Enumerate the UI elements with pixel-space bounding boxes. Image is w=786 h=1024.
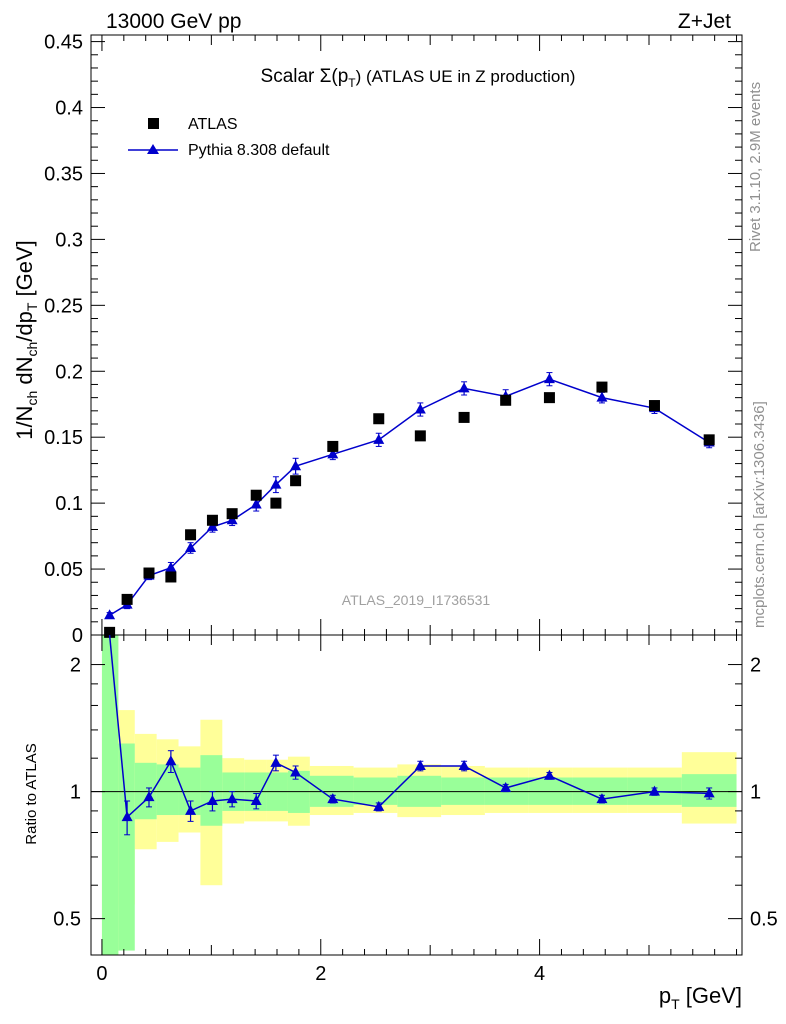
plot-title-rest: ) (ATLAS UE in Z production) [356,67,576,86]
pythia-line-main [109,378,710,616]
atlas-point [226,508,238,520]
y-tick-label-main: 0.4 [55,98,83,120]
y-tick-label-ratio-right: 0.5 [750,909,778,931]
y-tick-label-main: 0.1 [55,493,83,515]
legend-pythia-label: Pythia 8.308 default [188,142,330,159]
y-tick-label-ratio: 0.5 [53,909,81,931]
atlas-point [373,413,385,425]
atlas-series-main [104,381,715,638]
ratio-band-inner [101,635,737,955]
analysis-watermark: ATLAS_2019_I1736531 [342,592,491,608]
atlas-point [143,567,155,579]
band-inner-bin [118,743,135,951]
pythia-point-main [270,478,282,489]
pythia-point-ratio [121,811,133,822]
y-axis-label-ratio: Ratio to ATLAS [23,743,40,844]
pythia-series-main [104,372,715,620]
axis-tick-labels: 0 0.05 0.1 0.15 0.2 0.25 0.3 0.35 0.4 0.45 0.5 0.5 1… [44,32,778,985]
y-tick-label-main: 0.3 [55,229,83,251]
y-tick-label-ratio: 2 [70,655,81,677]
atlas-point [290,475,302,487]
pythia-point-ratio [250,794,262,805]
x-tick-label: 2 [315,963,326,985]
pythia-point-ratio [165,755,177,766]
pythia-point-main [226,514,238,525]
pythia-point-ratio [500,781,512,792]
pythia-point-main [290,460,302,471]
pythia-point-main [104,609,116,620]
pythia-point-ratio [703,787,715,798]
atlas-point [648,400,660,412]
y-tick-label-main: 0.05 [44,559,83,581]
header-left: 13000 GeV pp [106,10,241,33]
pythia-point-main [596,391,608,402]
atlas-point [270,497,282,509]
band-inner-bin [200,755,223,826]
atlas-point [458,411,470,423]
plot-title-sub: T [348,76,356,90]
x-axis-label: pT [GeV] [659,983,742,1012]
pythia-point-main [206,520,218,531]
pythia-point-ratio [414,759,426,770]
y-tick-label-main: 0.15 [44,427,83,449]
pythia-point-ratio [543,769,555,780]
x-tick-label: 4 [534,963,545,985]
legend-atlas-marker [148,118,159,129]
pythia-point-ratio [270,756,282,767]
atlas-point [414,430,426,442]
y-tick-label-ratio-right: 1 [750,782,761,804]
pythia-point-ratio [373,800,385,811]
pythia-point-ratio [458,759,470,770]
axis-ticks [91,35,742,955]
pythia-point-main [543,373,555,384]
pythia-point-ratio [327,793,339,804]
pythia-point-main [185,541,197,552]
y-tick-label-main: 0.25 [44,295,83,317]
pythia-point-main [327,448,339,459]
atlas-point [543,392,555,404]
band-inner-bin [101,635,119,955]
y-tick-label-main: 0.45 [44,32,83,54]
atlas-point [104,626,116,638]
atlas-point [596,381,608,393]
pythia-point-main [165,561,177,572]
pythia-point-ratio [143,791,155,802]
plot-title: Scalar Σ(pT) (ATLAS UE in Z production) [261,66,576,90]
y-tick-label-main: 0 [72,625,83,647]
pythia-point-main [373,433,385,444]
atlas-point [121,593,133,605]
pythia-point-main [250,498,262,509]
atlas-point [327,440,339,452]
atlas-point [703,434,715,446]
pythia-point-ratio [648,785,660,796]
pythia-point-ratio [206,794,218,805]
atlas-point [206,514,218,526]
y-axis-label-main: 1/Nch dNch/dpT [GeV] [12,240,40,440]
pythia-point-ratio [185,804,197,815]
legend-atlas-label: ATLAS [188,116,238,133]
pythia-series-ratio [108,634,715,836]
pythia-point-main [414,403,426,414]
plot-title-main: Scalar Σ(p [261,66,349,87]
y-tick-label-main: 0.35 [44,163,83,185]
y-tick-label-main: 0.2 [55,361,83,383]
rivet-info: Rivet 3.1.10, 2.9M events [747,82,764,252]
pythia-point-ratio [226,793,238,804]
legend-pythia-marker [147,144,159,154]
y-tick-label-ratio: 1 [70,782,81,804]
pythia-point-main [458,382,470,393]
atlas-point [250,489,262,501]
mcplots-info: mcplots.cern.ch [arXiv:1306.3436] [751,401,768,628]
pythia-point-ratio [596,793,608,804]
y-tick-label-ratio-right: 2 [750,655,761,677]
x-tick-label: 0 [96,963,107,985]
pythia-point-ratio [290,766,302,777]
atlas-point [185,529,197,541]
ratio-panel-frame [90,634,743,956]
atlas-point [500,394,512,406]
atlas-point [165,571,177,583]
header-right: Z+Jet [678,10,731,33]
